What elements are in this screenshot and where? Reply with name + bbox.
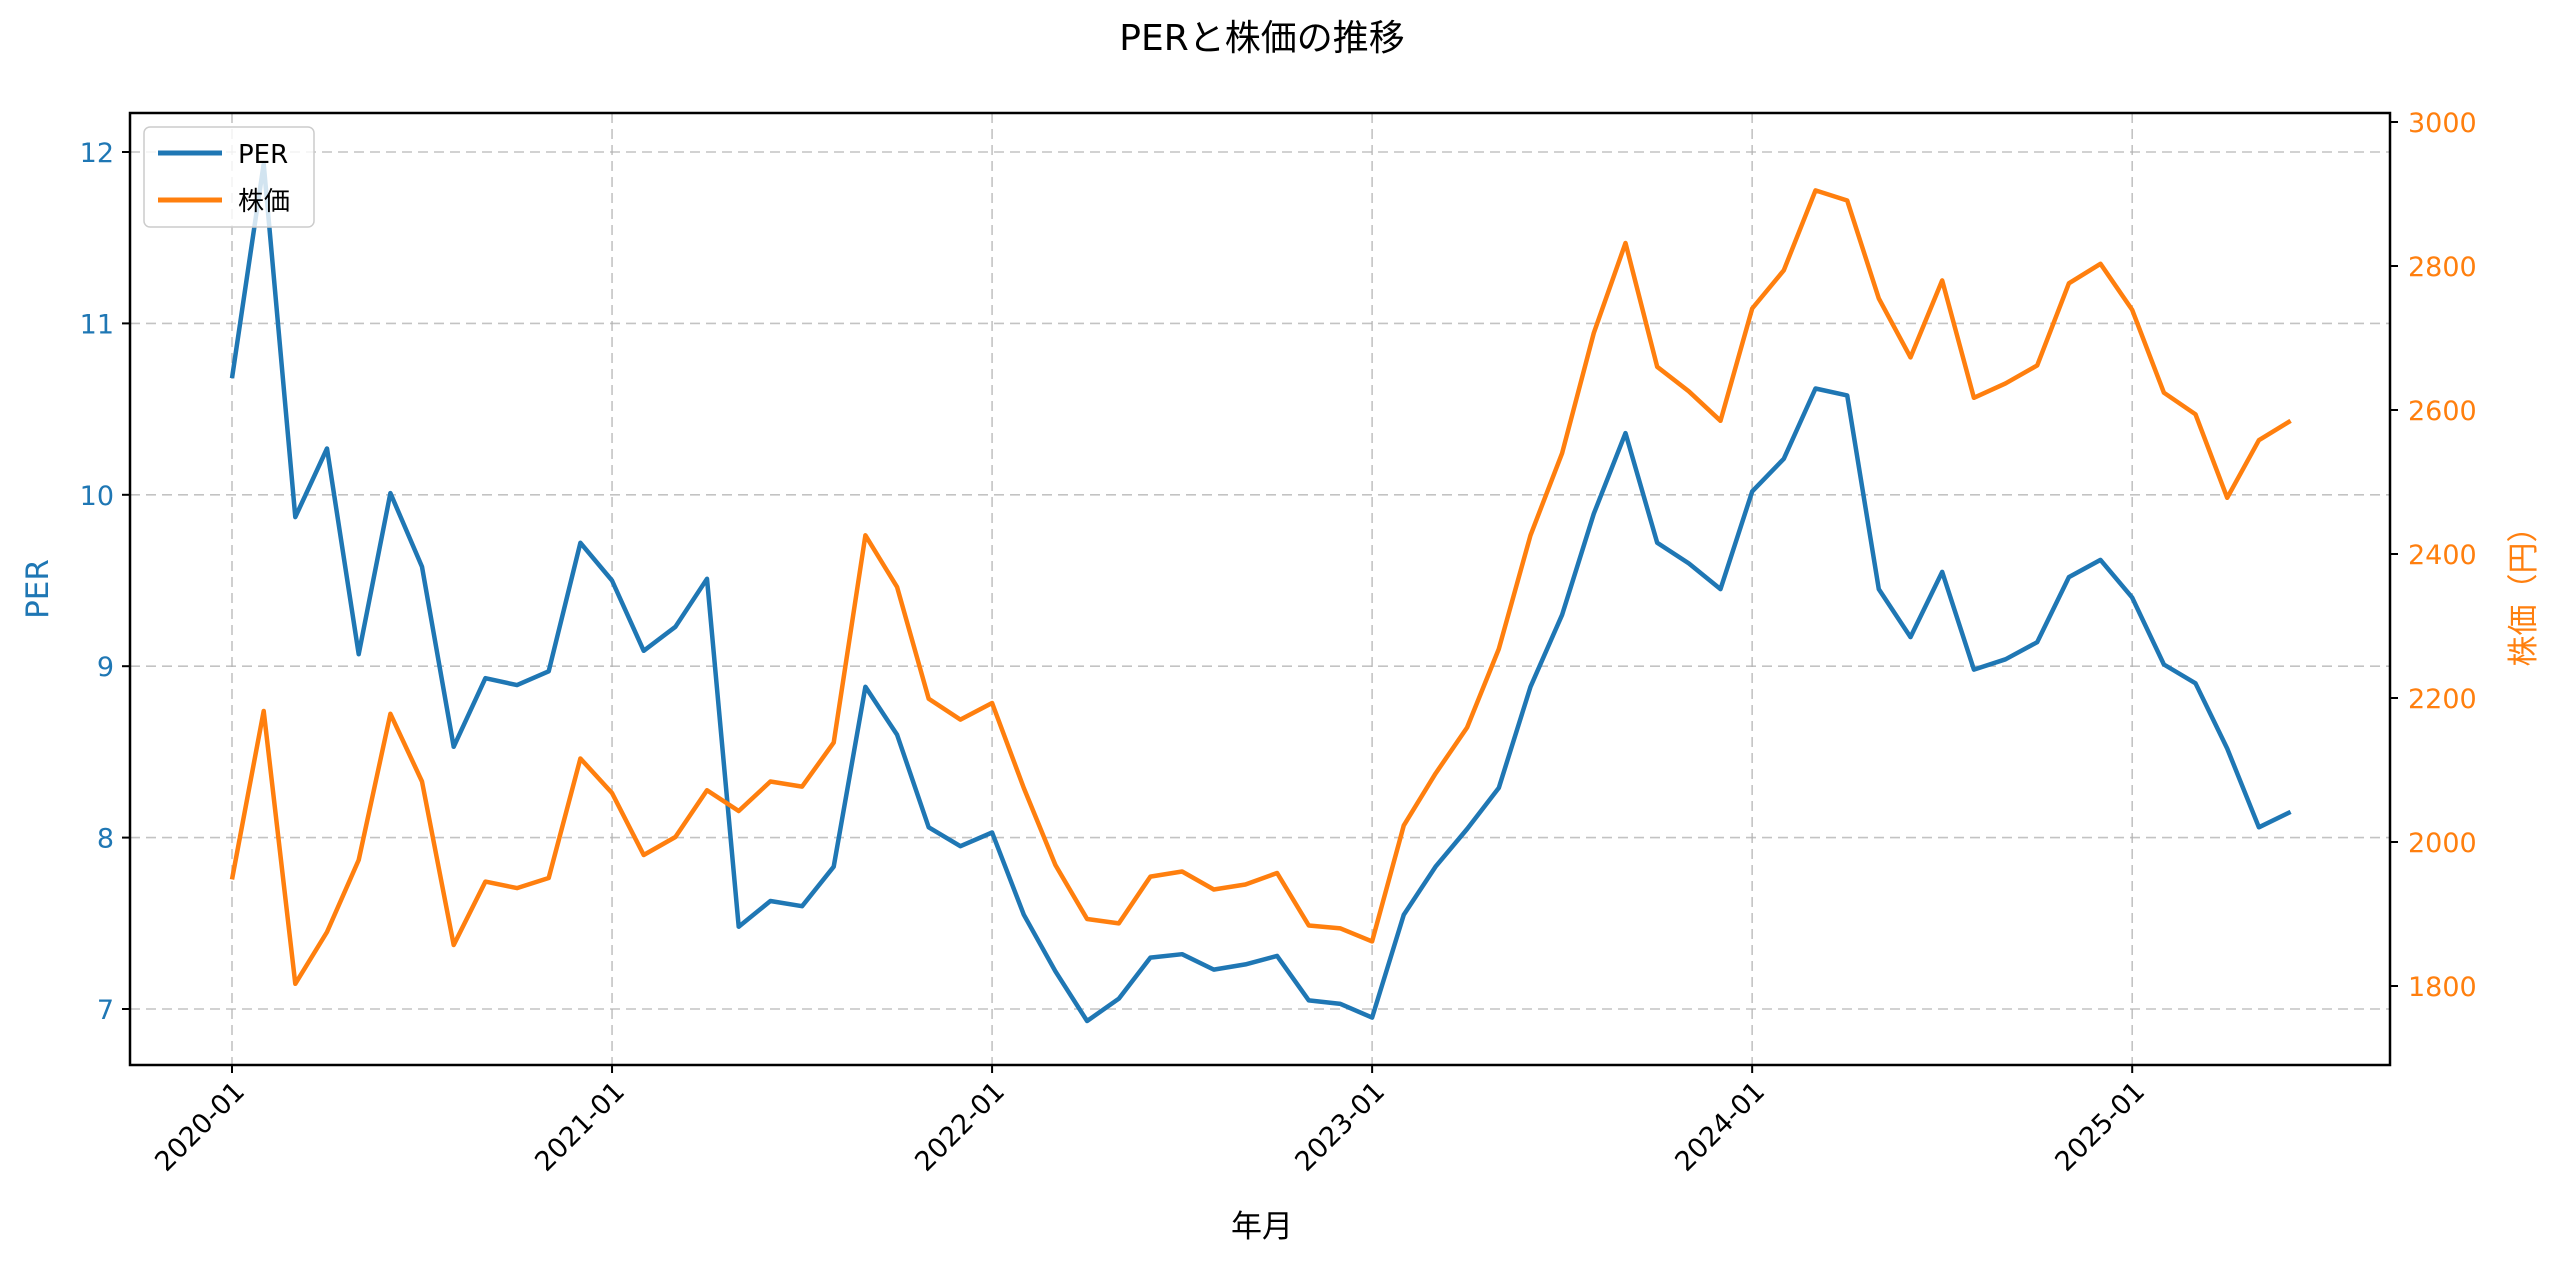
y-tick-label-right: 1800 xyxy=(2408,972,2477,1003)
y-tick-label-right: 3000 xyxy=(2408,108,2477,139)
y-tick-label-left: 8 xyxy=(97,824,114,855)
y-tick-label-right: 2600 xyxy=(2408,396,2477,427)
y-tick-label-right: 2000 xyxy=(2408,828,2477,859)
per-line xyxy=(229,161,2292,1024)
x-tick-label: 2020-01 xyxy=(149,1076,251,1178)
y-tick-label-left: 11 xyxy=(80,309,114,340)
chart-title: PERと株価の推移 xyxy=(1119,18,1404,59)
x-tick-label: 2023-01 xyxy=(1289,1076,1391,1178)
price-line xyxy=(229,188,2292,987)
legend-label-per: PER xyxy=(238,140,288,170)
y-tick-label-right: 2800 xyxy=(2408,252,2477,283)
y-tick-label-left: 7 xyxy=(97,995,114,1026)
axis-ticks: 7 8 9 10 11 12 1800 2000 2200 2400 2600 2800 3000 202… xyxy=(80,108,2477,1178)
x-axis-label: 年月 xyxy=(1231,1209,1293,1245)
legend: PER 株価 xyxy=(143,126,315,228)
y-tick-label-left: 12 xyxy=(80,138,114,169)
grid-lines xyxy=(130,113,2390,1065)
y-tick-label-right: 2400 xyxy=(2408,540,2477,571)
x-tick-label: 2025-01 xyxy=(2049,1076,2151,1178)
y-tick-label-left: 10 xyxy=(80,481,114,512)
y-axis-label-right: 株価（円） xyxy=(2506,512,2542,667)
x-tick-label: 2022-01 xyxy=(909,1076,1011,1178)
plot-frame xyxy=(128,111,2392,1067)
x-tick-label: 2021-01 xyxy=(529,1076,631,1178)
data-series xyxy=(229,161,2292,1024)
y-tick-label-right: 2200 xyxy=(2408,684,2477,715)
legend-label-price: 株価 xyxy=(238,187,290,217)
y-axis-label-left: PER xyxy=(20,559,56,619)
y-tick-label-left: 9 xyxy=(97,652,114,683)
x-tick-label: 2024-01 xyxy=(1669,1076,1771,1178)
